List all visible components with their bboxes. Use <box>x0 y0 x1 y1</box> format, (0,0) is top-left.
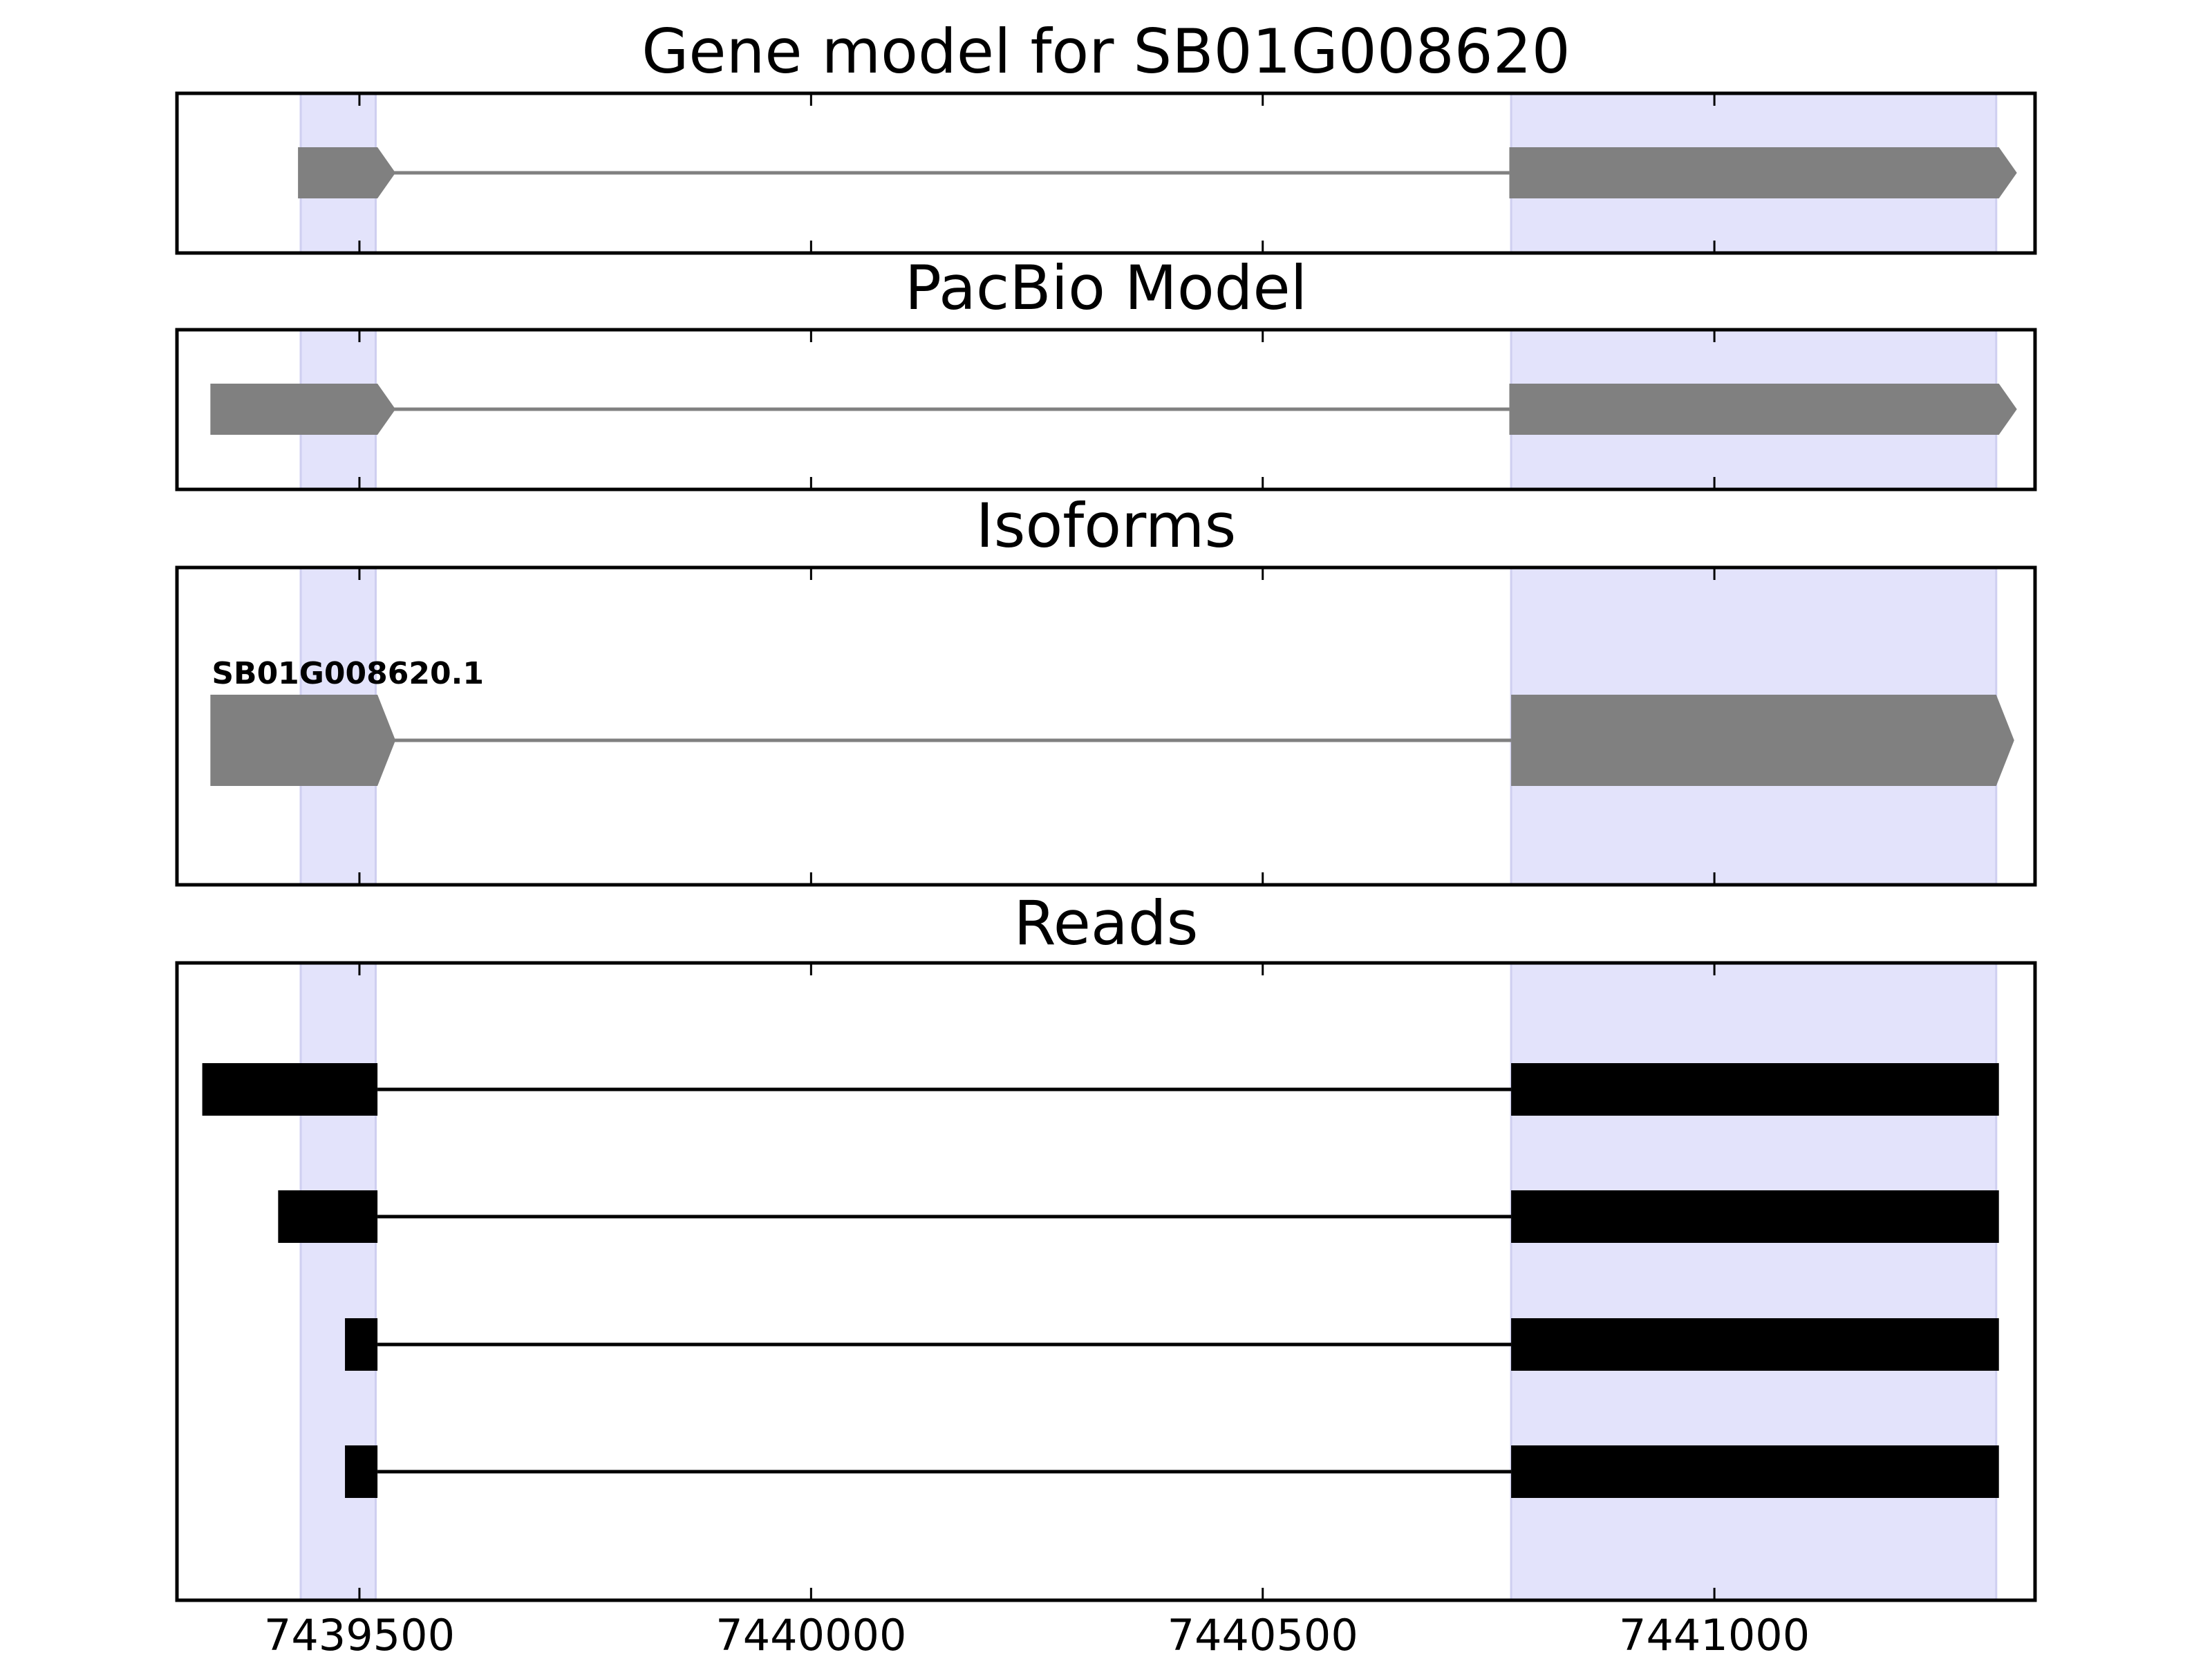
exon-block <box>1511 695 2014 786</box>
panel-frame <box>175 961 2037 1602</box>
panel-title-reads: Reads <box>1014 888 1199 959</box>
read-feature <box>202 1063 1999 1116</box>
panel-title-isoforms: Isoforms <box>976 490 1237 561</box>
exon-block <box>1511 1063 1999 1116</box>
x-tick-label: 7441000 <box>1619 1610 1810 1659</box>
highlight-band <box>1510 962 1998 1602</box>
x-tick-label: 7440500 <box>1168 1610 1358 1659</box>
isoform-label: SB01G008620.1 <box>212 656 484 691</box>
x-tick-label: 7440000 <box>715 1610 906 1659</box>
read-feature <box>345 1318 1999 1371</box>
gene-feature <box>298 147 2017 198</box>
exon-block <box>210 384 396 435</box>
exon-block <box>1511 1318 1999 1371</box>
panel-frame <box>175 565 2037 887</box>
exon-block <box>345 1445 378 1498</box>
exon-block <box>210 695 396 786</box>
exon-block <box>1511 1445 1999 1498</box>
panel-frame <box>175 328 2037 491</box>
gene-feature <box>210 384 2017 435</box>
read-feature <box>278 1190 1999 1243</box>
panel-pacbio-model: PacBio Model <box>175 252 2037 491</box>
x-axis-tick-labels: 7439500 7440000 7440500 7441000 <box>264 1610 1810 1659</box>
panel-reads: Reads <box>175 888 2037 1602</box>
panel-frame <box>175 91 2037 255</box>
exon-block <box>1511 1190 1999 1243</box>
panel-title-gene-model: Gene model for SB01G008620 <box>641 16 1571 87</box>
exon-block <box>345 1318 378 1371</box>
gene-feature: SB01G008620.1 <box>210 656 2014 786</box>
panel-isoforms: Isoforms SB01G008620.1 <box>175 490 2037 887</box>
exon-block <box>298 147 396 198</box>
exon-block <box>278 1190 378 1243</box>
read-feature <box>345 1445 1999 1498</box>
panel-title-pacbio-model: PacBio Model <box>905 252 1307 324</box>
highlight-band <box>299 962 377 1602</box>
exon-block <box>1509 147 2017 198</box>
x-tick-label: 7439500 <box>264 1610 455 1659</box>
panel-gene-model: Gene model for SB01G008620 <box>175 16 2037 255</box>
exon-block <box>1509 384 2017 435</box>
exon-block <box>202 1063 378 1116</box>
